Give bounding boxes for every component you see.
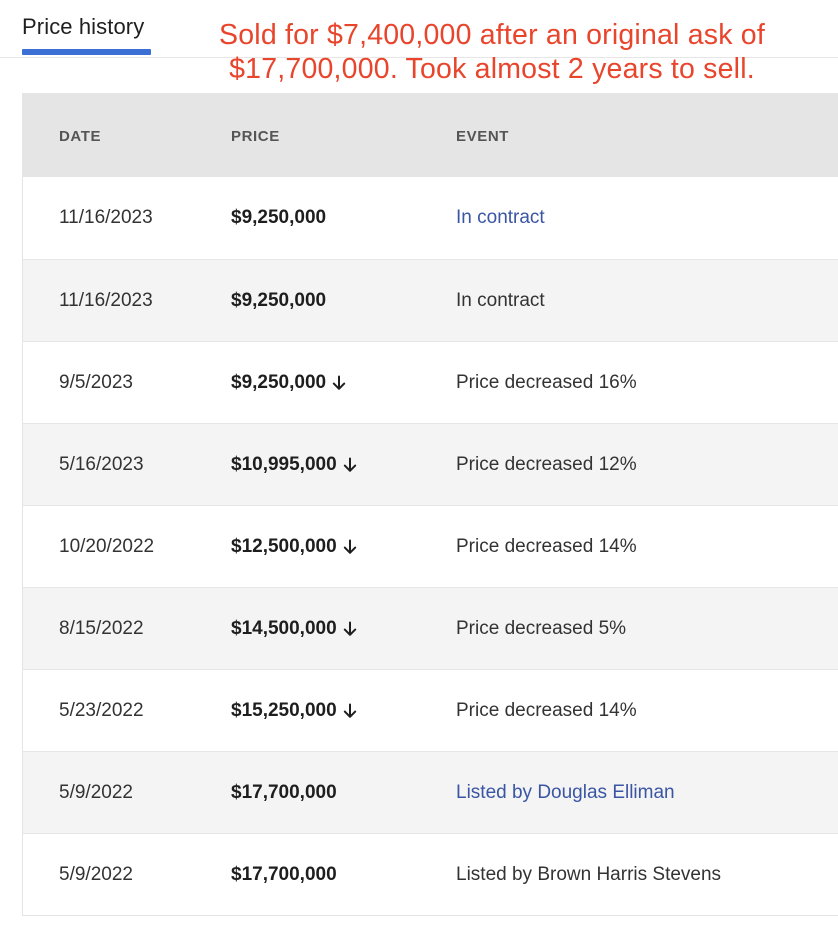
active-tab-indicator (22, 49, 151, 55)
row-date: 5/9/2022 (59, 781, 133, 803)
header-date: DATE (59, 128, 102, 145)
row-event: Price decreased 16% (456, 371, 637, 393)
row-event: In contract (456, 289, 545, 311)
row-price-cell: $10,995,000 (231, 424, 357, 505)
row-price: $9,250,000 (231, 371, 327, 393)
row-price: $10,995,000 (231, 453, 337, 475)
row-price: $9,250,000 (231, 289, 327, 311)
tab-price-history[interactable]: Price history (22, 14, 145, 39)
annotation-line-2: $17,700,000. Took almost 2 years to sell… (229, 53, 755, 85)
row-price-cell: $14,500,000 (231, 588, 357, 669)
row-event: Price decreased 14% (456, 699, 637, 721)
row-event-link[interactable]: In contract (456, 207, 545, 228)
arrow-down-icon (332, 375, 346, 391)
row-event: Listed by Brown Harris Stevens (456, 863, 722, 885)
arrow-down-icon (343, 621, 357, 637)
row-price: $17,700,000 (231, 781, 337, 803)
row-price-cell: $17,700,000 (231, 752, 337, 833)
header-price: PRICE (231, 128, 280, 145)
header-event: EVENT (456, 128, 510, 145)
arrow-down-icon (343, 457, 357, 473)
table-row: 5/9/2022 $17,700,000 Listed by Brown Harri… (23, 833, 838, 915)
row-price: $12,500,000 (231, 535, 337, 557)
row-date: 5/9/2022 (59, 863, 133, 885)
table-row: 8/15/2022 $14,500,000 Price decreased 5% (23, 587, 838, 669)
row-event: Price decreased 5% (456, 617, 627, 639)
row-price: $15,250,000 (231, 699, 337, 721)
row-date: 9/5/2023 (59, 371, 133, 393)
table-header: DATE PRICE EVENT (23, 93, 838, 177)
table-row: 9/5/2023 $9,250,000 Price decreased 16% (23, 341, 838, 423)
row-date: 11/16/2023 (59, 207, 153, 228)
row-price-cell: $12,500,000 (231, 506, 357, 587)
table-body: 11/16/2023 $9,250,000 In contract 11/16/202… (23, 177, 838, 915)
price-history-table: DATE PRICE EVENT 11/16/2023 $9,250,000 In … (22, 93, 838, 916)
row-price: $14,500,000 (231, 617, 337, 639)
row-date: 11/16/2023 (59, 289, 153, 311)
row-date: 8/15/2022 (59, 617, 144, 639)
row-price: $17,700,000 (231, 863, 337, 885)
annotation-line-1: Sold for $7,400,000 after an original as… (219, 19, 765, 51)
row-price-cell: $15,250,000 (231, 670, 357, 751)
row-price: $9,250,000 (231, 207, 327, 228)
table-row: 5/16/2023 $10,995,000 Price decreased 12% (23, 423, 838, 505)
annotation-text: Sold for $7,400,000 after an original as… (192, 18, 792, 86)
row-date: 5/16/2023 (59, 453, 144, 475)
arrow-down-icon (343, 703, 357, 719)
table-row: 5/23/2022 $15,250,000 Price decreased 14% (23, 669, 838, 751)
row-event-link[interactable]: Listed by Douglas Elliman (456, 781, 675, 803)
row-event: Price decreased 12% (456, 453, 637, 475)
row-price-cell: $9,250,000 (231, 260, 326, 341)
row-date: 10/20/2022 (59, 535, 155, 557)
row-date: 5/23/2022 (59, 699, 144, 721)
row-price-cell: $9,250,000 (231, 342, 346, 423)
row-price-cell: $17,700,000 (231, 834, 337, 915)
table-row: 5/9/2022 $17,700,000 Listed by Douglas Ell… (23, 751, 838, 833)
tab-bar: Price history (0, 0, 838, 58)
table-row: 11/16/2023 $9,250,000 In contract (23, 259, 838, 341)
arrow-down-icon (343, 539, 357, 555)
row-event: Price decreased 14% (456, 535, 637, 557)
row-price-cell: $9,250,000 (231, 177, 326, 259)
table-row: 11/16/2023 $9,250,000 In contract (23, 177, 838, 259)
table-row: 10/20/2022 $12,500,000 Price decreased 14% (23, 505, 838, 587)
